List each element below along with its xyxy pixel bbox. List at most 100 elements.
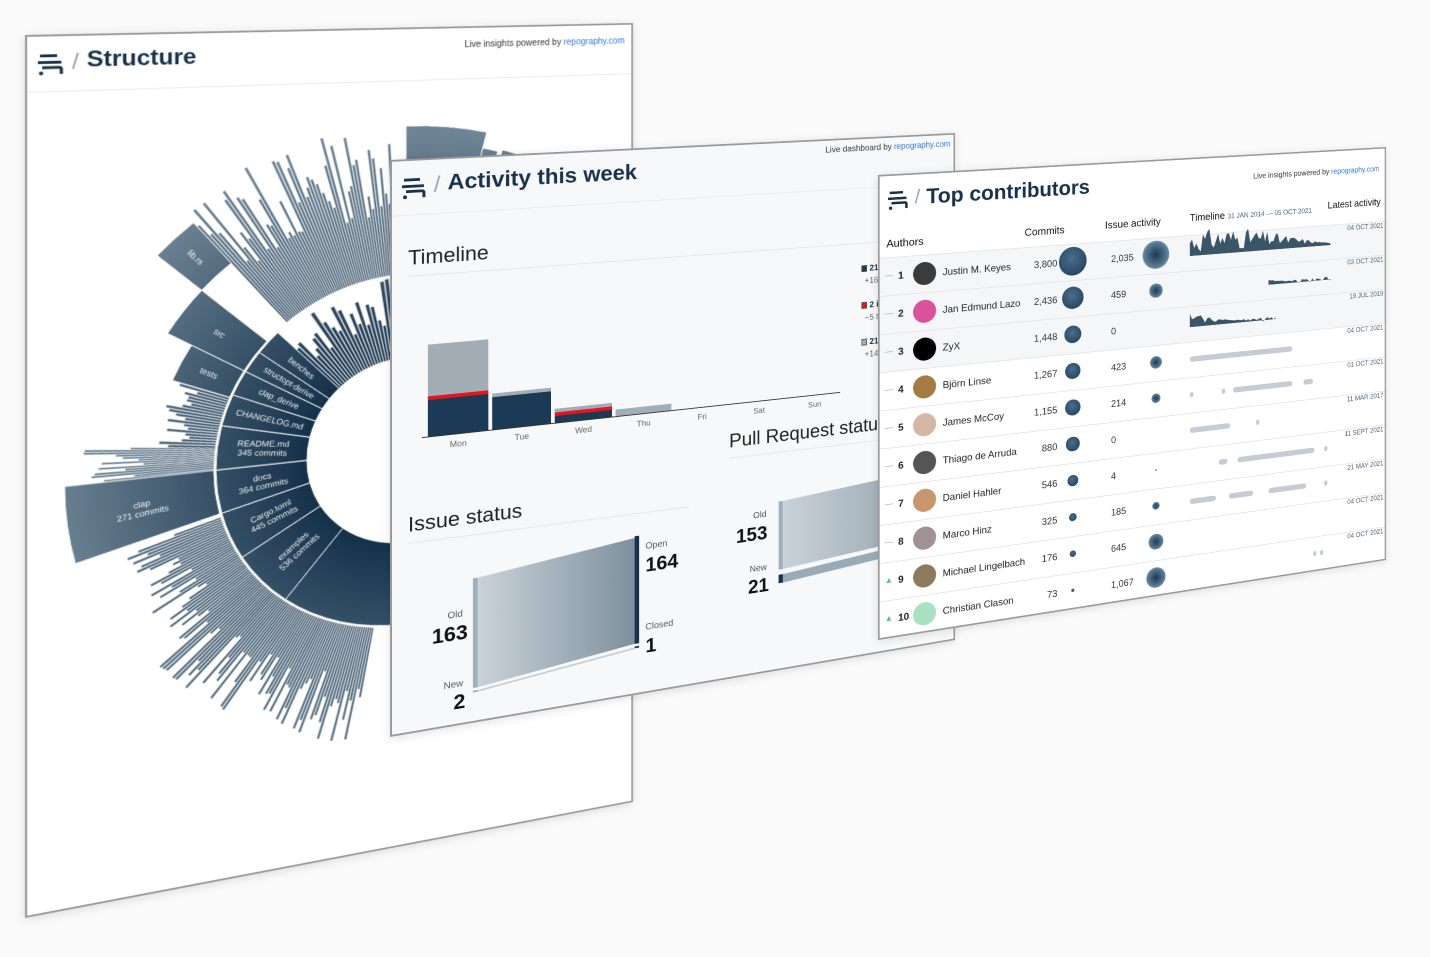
legend-swatch <box>861 339 867 346</box>
commits-count: 325 <box>1018 514 1057 531</box>
avatar[interactable] <box>913 450 936 476</box>
x-tick-label: Mon <box>450 438 467 449</box>
repography-logo-icon <box>402 175 426 200</box>
latest-activity-date: 03 OCT 2021 <box>1347 256 1383 266</box>
author-name[interactable]: Björn Linse <box>943 374 992 390</box>
powered-by: Live insights powered by repography.com <box>465 37 625 50</box>
author-name[interactable]: Thiago de Arruda <box>943 446 1017 466</box>
author-name[interactable]: ZyX <box>943 340 960 353</box>
x-tick-label: Fri <box>698 412 707 422</box>
rank: 2 <box>898 307 904 319</box>
column-header-latest-activity[interactable]: Latest activity <box>1328 196 1381 211</box>
trend-flat-icon: — <box>885 309 893 319</box>
repography-link[interactable]: repography.com <box>1331 165 1379 176</box>
author-name[interactable]: Michael Lingelbach <box>943 556 1025 579</box>
issue-activity-bubble <box>1150 283 1163 297</box>
column-header-issue-activity[interactable]: Issue activity <box>1105 215 1161 231</box>
rank: 1 <box>898 269 904 281</box>
commits-bubble <box>1064 325 1081 344</box>
avatar[interactable] <box>913 337 936 362</box>
pr-old-count: 153 <box>736 522 767 549</box>
rank: 9 <box>898 573 904 585</box>
rank: 10 <box>898 610 909 623</box>
commits-bubble <box>1059 246 1087 277</box>
author-name[interactable]: Jan Edmund Lazo <box>943 297 1021 315</box>
issue-activity-count: 0 <box>1111 431 1141 446</box>
latest-activity-date: 04 OCT 2021 <box>1347 324 1383 335</box>
issue-activity-count: 1,067 <box>1111 575 1141 591</box>
sankey-node-closed <box>635 646 640 648</box>
issue-activity-bubble <box>1146 566 1165 589</box>
column-header-commits[interactable]: Commits <box>1025 224 1065 239</box>
sankey-node-old <box>473 578 478 688</box>
contributors-panel: / Top contributors Live insights powered… <box>878 147 1386 640</box>
rank: 4 <box>898 383 904 395</box>
trend-flat-icon: — <box>885 499 893 509</box>
issue-activity-bubble <box>1148 533 1163 551</box>
timeline-title: Timeline <box>408 241 489 270</box>
latest-activity-date: 04 OCT 2021 <box>1347 222 1383 232</box>
rank: 7 <box>898 497 904 509</box>
commits-bubble <box>1069 512 1077 521</box>
trend-flat-icon: — <box>885 423 893 433</box>
trend-flat-icon: — <box>885 347 893 357</box>
avatar[interactable] <box>913 487 936 513</box>
x-tick-label: Thu <box>637 418 651 428</box>
avatar[interactable] <box>913 374 936 399</box>
author-name[interactable]: Daniel Hahler <box>943 485 1002 504</box>
author-name[interactable]: James McCoy <box>943 410 1004 428</box>
page-title: Top contributors <box>926 174 1089 209</box>
avatar[interactable] <box>913 412 936 438</box>
rank: 3 <box>898 345 904 357</box>
bar-pull-requests[interactable] <box>616 404 672 417</box>
breadcrumb-separator: / <box>72 49 79 76</box>
commits-count: 176 <box>1018 551 1057 568</box>
author-name[interactable]: Christian Clason <box>943 594 1014 616</box>
author-name[interactable]: Justin M. Keyes <box>943 261 1011 278</box>
timeline-activity-pill <box>1324 446 1327 452</box>
avatar[interactable] <box>913 563 936 589</box>
pr-new-count: 21 <box>748 574 769 599</box>
avatar[interactable] <box>913 299 936 324</box>
issue-activity-count: 2,035 <box>1111 251 1141 264</box>
repography-link[interactable]: repography.com <box>894 140 950 152</box>
commits-bubble <box>1071 588 1075 593</box>
issue-activity-count: 0 <box>1111 323 1141 337</box>
page-title: Activity this week <box>448 161 637 196</box>
trend-flat-icon: — <box>885 385 893 395</box>
powered-by: Live dashboard by repography.com <box>825 140 950 155</box>
avatar[interactable] <box>913 261 936 286</box>
commits-bubble <box>1068 474 1079 486</box>
column-header-authors[interactable]: Authors <box>886 235 923 250</box>
rank: 6 <box>898 459 904 471</box>
rank: 8 <box>898 535 904 547</box>
issue-activity-count: 185 <box>1111 503 1141 518</box>
timeline-activity-pill <box>1190 392 1194 398</box>
commits-bubble <box>1066 436 1079 451</box>
latest-activity-date: 01 OCT 2021 <box>1347 357 1383 368</box>
issue-activity-bubble <box>1155 469 1156 470</box>
activity-panel: / Activity this week Live dashboard by r… <box>390 133 955 737</box>
avatar[interactable] <box>913 525 936 551</box>
author-name[interactable]: Marco Hinz <box>943 523 992 541</box>
bar-pull-requests[interactable] <box>428 339 488 396</box>
commits-count: 2,436 <box>1018 294 1057 309</box>
timeline-activity-pill <box>1320 550 1323 556</box>
timeline-activity-pill <box>1313 551 1316 557</box>
sankey-flow-old-open <box>478 538 635 687</box>
sankey-node-new <box>473 690 478 693</box>
issue-new-count: 2 <box>453 689 465 715</box>
trend-flat-icon: — <box>885 271 893 281</box>
avatar[interactable] <box>913 601 936 628</box>
bar-commits[interactable] <box>428 394 488 437</box>
commits-count: 1,448 <box>1018 331 1057 346</box>
commits-count: 1,155 <box>1018 404 1057 420</box>
legend-swatch <box>861 302 867 309</box>
repography-link[interactable]: repography.com <box>564 37 625 48</box>
issue-activity-bubble <box>1152 501 1160 511</box>
repography-logo-icon <box>38 51 64 76</box>
page-title: Structure <box>87 44 197 73</box>
issue-closed-count: 1 <box>645 633 656 658</box>
commits-count: 1,267 <box>1018 368 1057 383</box>
issue-activity-count: 214 <box>1111 395 1141 409</box>
